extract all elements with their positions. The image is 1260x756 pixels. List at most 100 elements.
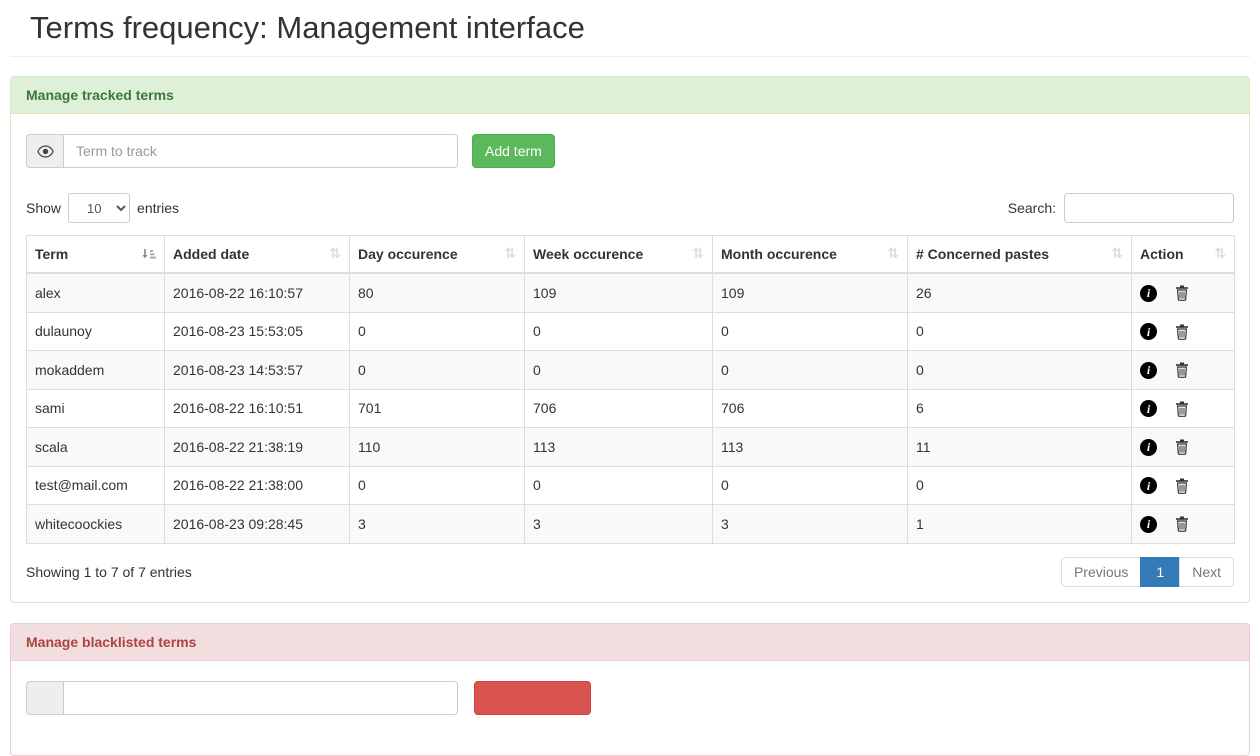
term-cell: dulaunoy xyxy=(26,311,165,351)
info-icon[interactable]: i xyxy=(1140,284,1157,302)
week-occurence-cell: 706 xyxy=(524,388,713,428)
blacklisted-terms-panel-body xyxy=(11,661,1249,755)
week-occurence-cell: 109 xyxy=(524,272,713,313)
pagination-next[interactable]: Next xyxy=(1179,556,1234,587)
column-header-term[interactable]: Term xyxy=(26,235,165,274)
day-occurence-cell: 0 xyxy=(349,311,525,351)
page-length-select[interactable]: 10 xyxy=(68,193,131,223)
day-occurence-cell: 3 xyxy=(349,504,525,544)
table-controls: Show 10 entries Search: xyxy=(26,193,1234,223)
info-icon[interactable]: i xyxy=(1140,438,1157,456)
info-icon[interactable]: i xyxy=(1140,477,1157,494)
pagination: Previous 1 Next xyxy=(1060,556,1234,587)
day-occurence-cell: 0 xyxy=(349,465,525,505)
month-occurence-cell: 0 xyxy=(712,350,908,390)
month-occurence-cell: 113 xyxy=(712,427,908,467)
column-header-action[interactable]: Action ⇅ xyxy=(1131,235,1235,274)
column-header-added-date[interactable]: Added date ⇅ xyxy=(164,235,350,274)
table-row: scala 2016-08-22 21:38:19 110 113 113 11… xyxy=(26,427,1235,467)
added-date-cell: 2016-08-22 16:10:57 xyxy=(164,272,350,313)
concerned-pastes-cell: 0 xyxy=(907,350,1132,390)
sort-icon: ⇅ xyxy=(1111,246,1123,262)
table-row: sami 2016-08-22 16:10:51 701 706 706 6 i xyxy=(26,388,1235,428)
title-divider xyxy=(10,56,1250,57)
table-row: test@mail.com 2016-08-22 21:38:00 0 0 0 … xyxy=(26,465,1235,505)
month-occurence-cell: 706 xyxy=(712,388,908,428)
search-label: Search: xyxy=(1007,200,1056,216)
month-occurence-cell: 0 xyxy=(712,465,908,505)
action-cell: i xyxy=(1131,465,1235,505)
add-term-button[interactable]: Add term xyxy=(472,134,555,168)
action-cell: i xyxy=(1131,427,1235,467)
action-cell: i xyxy=(1131,350,1235,390)
added-date-cell: 2016-08-23 09:28:45 xyxy=(164,504,350,544)
info-icon[interactable]: i xyxy=(1140,400,1157,417)
action-cell: i xyxy=(1131,272,1235,313)
blacklist-input-group xyxy=(26,680,458,715)
week-occurence-cell: 0 xyxy=(524,350,713,390)
blacklisted-terms-panel-header: Manage blacklisted terms xyxy=(11,623,1249,661)
trash-icon[interactable] xyxy=(1175,324,1189,340)
sort-icon: ⇅ xyxy=(887,246,899,262)
blacklist-input-addon xyxy=(26,680,63,715)
sort-icon: ⇅ xyxy=(692,246,704,262)
day-occurence-cell: 701 xyxy=(349,388,525,428)
page-title: Terms frequency: Management interface xyxy=(30,10,585,45)
concerned-pastes-cell: 0 xyxy=(907,465,1132,505)
day-occurence-cell: 110 xyxy=(349,427,525,467)
week-occurence-cell: 3 xyxy=(524,504,713,544)
term-to-track-input[interactable] xyxy=(63,134,458,168)
concerned-pastes-cell: 26 xyxy=(907,272,1132,313)
sort-icon: ⇅ xyxy=(504,246,516,262)
table-header-row: Term xyxy=(26,235,1235,274)
trash-icon[interactable] xyxy=(1175,439,1189,455)
column-header-month-occurence[interactable]: Month occurence ⇅ xyxy=(712,235,908,274)
term-cell: scala xyxy=(26,427,165,467)
action-cell: i xyxy=(1131,504,1235,544)
added-date-cell: 2016-08-23 14:53:57 xyxy=(164,350,350,390)
term-cell: alex xyxy=(26,272,165,313)
trash-icon[interactable] xyxy=(1175,516,1189,532)
column-header-week-occurence[interactable]: Week occurence ⇅ xyxy=(524,235,713,274)
action-cell: i xyxy=(1131,311,1235,351)
action-cell: i xyxy=(1131,388,1235,428)
table-row: dulaunoy 2016-08-23 15:53:05 0 0 0 0 i xyxy=(26,311,1235,351)
concerned-pastes-cell: 11 xyxy=(907,427,1132,467)
term-cell: mokaddem xyxy=(26,350,165,390)
tracked-terms-panel-body: Add term Show 10 entries Search: xyxy=(11,114,1249,602)
entries-label: entries xyxy=(137,200,180,216)
trash-icon[interactable] xyxy=(1175,362,1189,378)
added-date-cell: 2016-08-22 21:38:00 xyxy=(164,465,350,505)
term-to-blacklist-input[interactable] xyxy=(63,680,458,715)
search-input[interactable] xyxy=(1064,193,1234,223)
tracked-terms-panel: Manage tracked terms Add term Show xyxy=(10,76,1250,603)
sort-asc-icon xyxy=(141,247,156,261)
info-icon[interactable]: i xyxy=(1140,323,1157,340)
concerned-pastes-cell: 6 xyxy=(907,388,1132,428)
tracked-terms-table: Term xyxy=(26,235,1235,544)
sort-icon: ⇅ xyxy=(329,246,341,262)
eye-icon xyxy=(26,134,63,168)
search-control: Search: xyxy=(1008,193,1234,223)
info-icon[interactable]: i xyxy=(1140,361,1157,379)
pagination-page-1[interactable]: 1 xyxy=(1140,556,1181,587)
trash-icon[interactable] xyxy=(1175,285,1189,301)
column-header-concerned-pastes[interactable]: # Concerned pastes ⇅ xyxy=(907,235,1132,274)
sort-icon: ⇅ xyxy=(1214,246,1226,262)
blacklist-term-row xyxy=(26,680,1234,715)
trash-icon[interactable] xyxy=(1175,478,1189,494)
table-footer: Showing 1 to 7 of 7 entries Previous 1 N… xyxy=(26,556,1234,587)
column-header-day-occurence[interactable]: Day occurence ⇅ xyxy=(349,235,525,274)
page-length-control: Show 10 entries xyxy=(26,193,179,223)
table-row: mokaddem 2016-08-23 14:53:57 0 0 0 0 i xyxy=(26,350,1235,390)
tracked-terms-panel-header: Manage tracked terms xyxy=(11,77,1249,114)
blacklist-term-button[interactable] xyxy=(474,680,591,715)
term-cell: whitecoockies xyxy=(26,504,165,544)
info-icon[interactable]: i xyxy=(1140,515,1157,533)
trash-icon[interactable] xyxy=(1175,401,1189,417)
page-container: Terms frequency: Management interface Ma… xyxy=(0,10,1260,756)
show-label: Show xyxy=(26,200,62,216)
month-occurence-cell: 109 xyxy=(712,272,908,313)
blacklisted-terms-panel: Manage blacklisted terms xyxy=(10,622,1250,756)
pagination-previous[interactable]: Previous xyxy=(1060,556,1142,587)
